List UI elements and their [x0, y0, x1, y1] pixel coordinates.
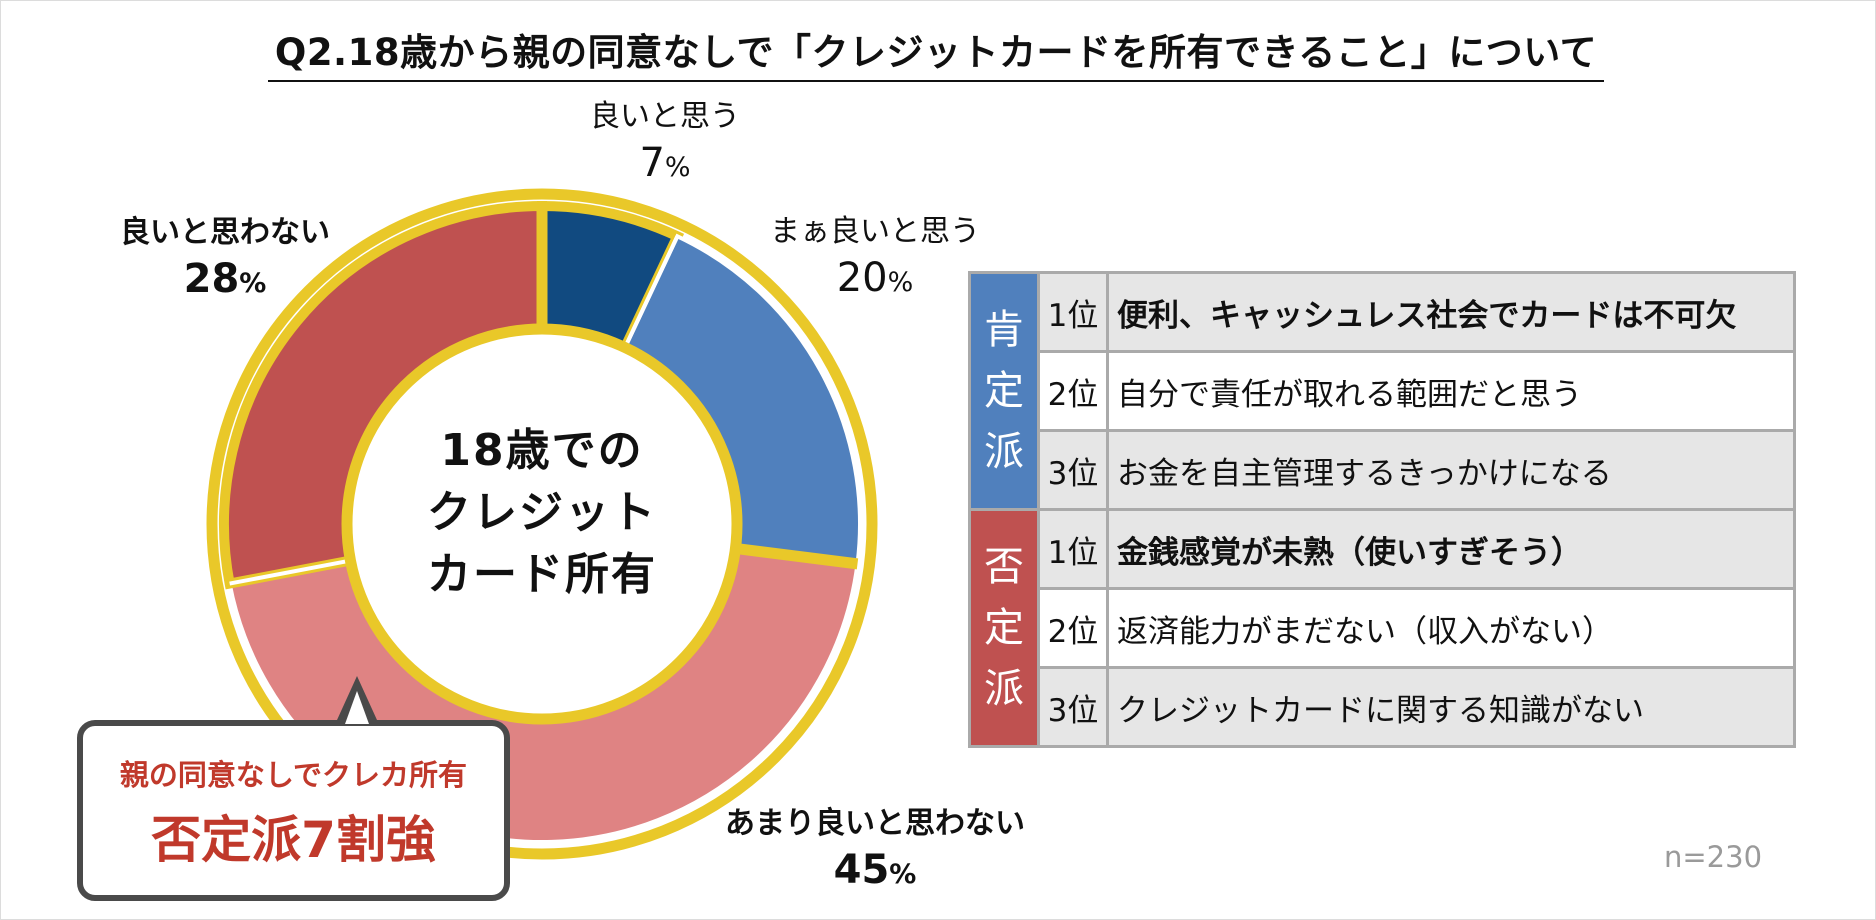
callout-line-1: 親の同意なしでクレカ所有: [119, 758, 468, 792]
sample-size-label: n=230: [1664, 840, 1763, 874]
label-not-very-good: あまり良いと思わない 45%: [685, 805, 1065, 902]
slice-separator: [229, 558, 351, 586]
donut-center-label: 18歳での クレジット カード所有: [407, 420, 677, 606]
reason-text: 自分で責任が取れる範囲だと思う: [1106, 350, 1796, 432]
reason-rank: 2位: [1037, 587, 1109, 669]
reason-rank: 1位: [1037, 508, 1109, 590]
slice-separator: [734, 542, 859, 570]
label-not-good-value: 28%: [183, 256, 267, 302]
reason-rank: 1位: [1037, 271, 1109, 353]
label-not-good-name: 良いと思わない: [120, 215, 330, 250]
label-not-very-good-value: 45%: [833, 847, 917, 893]
slice-separator: [623, 235, 680, 349]
callout-tail-fill: [345, 691, 369, 724]
label-not-very-good-name: あまり良いと思わない: [725, 806, 1025, 841]
reason-text: お金を自主管理するきっかけになる: [1106, 429, 1796, 511]
label-fairly-good: まぁ良いと思う 20%: [755, 213, 995, 310]
reason-text: 金銭感覚が未熟（使いすぎそう）: [1106, 508, 1796, 590]
reason-rank: 3位: [1037, 666, 1109, 748]
label-good: 良いと思う 7%: [570, 98, 760, 195]
donut-hole: [341, 323, 743, 725]
reason-text: クレジットカードに関する知識がない: [1106, 666, 1796, 748]
reason-row: 3位 クレジットカードに関する知識がない: [970, 666, 1796, 748]
group-label: 否定派: [968, 508, 1040, 748]
center-label-line-2: クレジット: [427, 487, 657, 538]
callout-box: 親の同意なしでクレカ所有 否定派7割強: [77, 676, 510, 901]
reason-rank: 3位: [1037, 429, 1109, 511]
reason-row: 2位 自分で責任が取れる範囲だと思う: [970, 350, 1796, 432]
reason-text: 返済能力がまだない（収入がない）: [1106, 587, 1796, 669]
label-fairly-good-value: 20%: [836, 255, 914, 301]
callout-line-2: 否定派7割強: [151, 811, 436, 869]
label-not-good: 良いと思わない 28%: [90, 214, 360, 311]
group-label: 肯定派: [968, 271, 1040, 511]
chart-title: Q2.18歳から親の同意なしで「クレジットカードを所有できること」について: [268, 30, 1604, 82]
center-label-line-3: カード所有: [427, 549, 657, 600]
reasons-table: 肯定派 1位 便利、キャッシュレス社会でカードは不可欠 2位 自分で責任が取れる範囲だと…: [968, 271, 1796, 748]
reason-row: 肯定派 1位 便利、キャッシュレス社会でカードは不可欠: [968, 271, 1796, 511]
reason-text: 便利、キャッシュレス社会でカードは不可欠: [1106, 271, 1796, 353]
reason-rank: 2位: [1037, 350, 1109, 432]
label-good-value: 7%: [639, 140, 691, 186]
center-label-line-1: 18歳での: [440, 425, 644, 476]
label-fairly-good-name: まぁ良いと思う: [770, 214, 980, 249]
label-good-name: 良いと思う: [590, 99, 740, 134]
reason-row: 2位 返済能力がまだない（収入がない）: [970, 587, 1796, 669]
reason-row: 否定派 1位 金銭感覚が未熟（使いすぎそう）: [968, 508, 1796, 748]
reason-row: 3位 お金を自主管理するきっかけになる: [970, 429, 1796, 511]
donut-outer-ring: [206, 188, 878, 860]
